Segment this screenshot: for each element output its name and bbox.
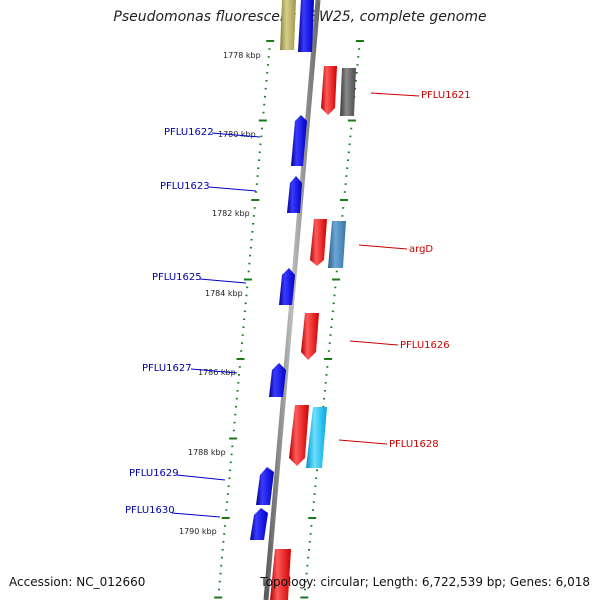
tick-label-1786: 1786 kbp — [198, 368, 236, 377]
inner-tick-ruler — [214, 40, 275, 599]
accession-text: Accession: NC_012660 — [9, 575, 146, 589]
gene-pflu1622[interactable] — [291, 115, 307, 166]
gene-pflu1623[interactable] — [287, 176, 302, 213]
reverse-strand-genes — [250, 0, 314, 540]
gene-argd[interactable] — [328, 221, 346, 268]
tick-label-1784: 1784 kbp — [205, 289, 243, 298]
label-pflu1621[interactable]: PFLU1621 — [421, 90, 471, 101]
gene-pflu1628[interactable] — [306, 407, 327, 468]
label-argd[interactable]: argD — [409, 244, 433, 255]
gene-top-olive[interactable] — [280, 0, 296, 50]
leader-pflu1629 — [176, 474, 226, 481]
label-pflu1628[interactable]: PFLU1628 — [389, 439, 439, 450]
tick-label-1778: 1778 kbp — [223, 51, 261, 60]
gene-pflu1627[interactable] — [269, 363, 286, 397]
gene-argd-red[interactable] — [310, 219, 327, 266]
tick-label-1788: 1788 kbp — [188, 448, 226, 457]
leader-pflu1627 — [190, 368, 238, 374]
gene-bottom-red[interactable] — [270, 549, 291, 600]
gene-pflu1630[interactable] — [250, 508, 268, 540]
leader-pflu1622 — [211, 132, 261, 138]
genome-summary-text: Topology: circular; Length: 6,722,539 bp… — [260, 575, 590, 589]
tick-label-1782: 1782 kbp — [212, 209, 250, 218]
label-pflu1626[interactable]: PFLU1626 — [400, 340, 450, 351]
gene-pflu1621[interactable] — [321, 66, 337, 115]
gene-top-blue[interactable] — [298, 0, 314, 52]
leader-pflu1623 — [208, 186, 257, 192]
gene-pflu1626[interactable] — [301, 313, 319, 360]
leader-argd — [358, 244, 408, 250]
leader-pflu1621 — [370, 92, 420, 97]
left-gene-labels: PFLU1622 PFLU1623 PFLU1625 PFLU1627 PFLU… — [125, 127, 261, 518]
label-pflu1622[interactable]: PFLU1622 — [164, 127, 214, 138]
label-pflu1630[interactable]: PFLU1630 — [125, 505, 175, 516]
right-gene-labels: PFLU1621 argD PFLU1626 PFLU1628 — [338, 90, 471, 450]
leader-pflu1626 — [349, 340, 399, 346]
tick-label-1780: 1780 kbp — [218, 130, 256, 139]
tick-labels: 1778 kbp 1780 kbp 1782 kbp 1784 kbp 1786… — [179, 51, 261, 536]
leader-pflu1625 — [199, 278, 247, 284]
gene-pflu1628-red[interactable] — [289, 405, 309, 466]
map-title: Pseudomonas fluorescens SBW25, complete … — [113, 9, 487, 25]
gene-pflu1625[interactable] — [279, 268, 295, 305]
leader-pflu1628 — [338, 439, 388, 445]
label-pflu1625[interactable]: PFLU1625 — [152, 272, 202, 283]
forward-strand-genes — [270, 66, 356, 600]
label-pflu1623[interactable]: PFLU1623 — [160, 181, 210, 192]
label-pflu1627[interactable]: PFLU1627 — [142, 363, 192, 374]
label-pflu1629[interactable]: PFLU1629 — [129, 468, 179, 479]
leader-pflu1630 — [171, 512, 221, 518]
gene-pflu1629[interactable] — [256, 467, 274, 505]
gene-pflu1621-neighbor[interactable] — [340, 68, 356, 116]
tick-label-1790: 1790 kbp — [179, 527, 217, 536]
